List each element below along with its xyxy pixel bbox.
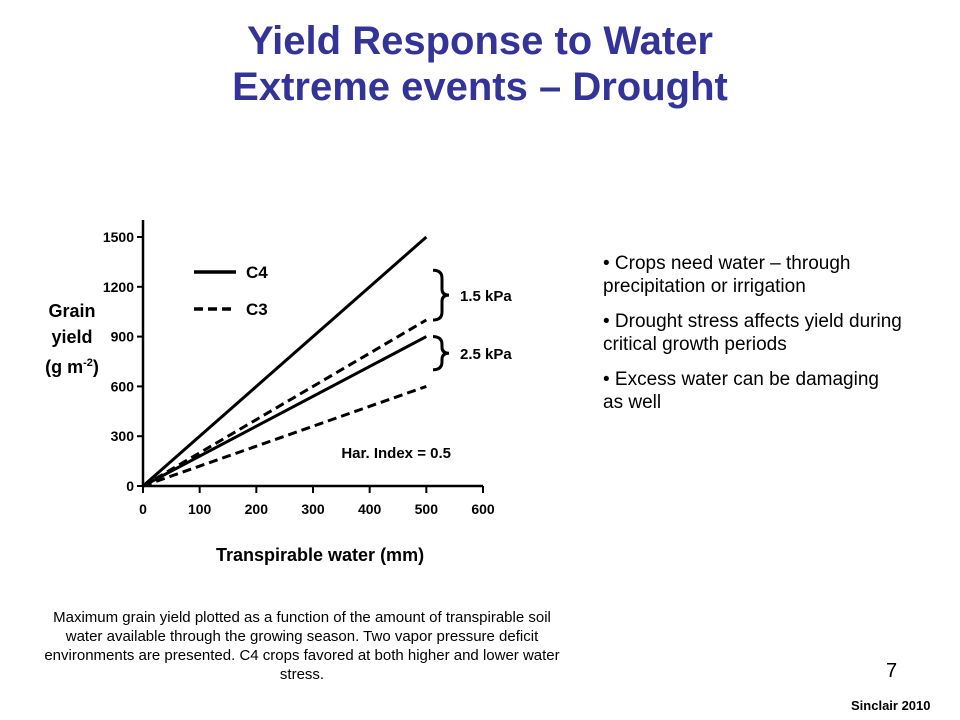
legend-label: C4 [246,263,268,282]
brace-annotation [432,335,450,372]
series-line-c4-15 [142,235,428,488]
x-tick-label: 200 [245,501,269,517]
series-line-c4-25 [142,335,428,488]
brace-label: 1.5 kPa [460,288,512,305]
y-tick-label: 600 [111,378,135,394]
y-tick-label: 300 [111,428,135,444]
bullet-list: • Crops need water – through precipitati… [603,252,903,426]
slide-title: Yield Response to Water Extreme events –… [0,18,960,110]
y-tick-label: 1500 [103,229,134,245]
x-tick-label: 600 [471,501,495,517]
title-line-1: Yield Response to Water [246,19,713,63]
x-tick-label: 0 [139,501,147,517]
bullet-item: • Drought stress affects yield during cr… [603,311,902,355]
series-line-c3-15 [142,318,428,488]
y-axis-label-unit: (g m-2) [18,350,126,380]
x-tick-label: 100 [188,501,212,517]
x-tick-label: 500 [415,501,439,517]
x-tick-label: 300 [301,501,325,517]
y-axis-unit-exponent: -2 [83,357,93,369]
title-line-2: Extreme events – Drought [232,65,728,109]
y-tick-label: 900 [111,329,135,345]
page-number: 7 [886,660,898,682]
y-tick-label: 0 [126,478,134,494]
y-axis-unit-close: ) [92,357,99,377]
bullet-item: • Crops need water – through precipitati… [603,253,851,297]
bullet-item: • Excess water can be damaging as well [603,369,879,413]
x-axis-label: Transpirable water (mm) [216,545,425,565]
y-axis-unit-base: (g m [45,357,84,377]
legend-label: C3 [246,300,268,319]
source-credit: Sinclair 2010 [851,698,931,713]
x-tick-label: 400 [358,501,382,517]
y-axis-label: Grain yield (g m-2) [18,298,126,380]
y-tick-label: 1200 [103,279,134,295]
y-axis-label-line-1: Grain [48,301,96,321]
y-axis-label-line-2: yield [51,327,93,347]
series-line-c3-25 [142,384,427,488]
harvest-index-annotation: Har. Index = 0.5 [341,445,451,462]
brace-annotation [432,268,450,322]
brace-label: 2.5 kPa [460,346,512,363]
figure-caption: Maximum grain yield plotted as a functio… [44,609,560,683]
